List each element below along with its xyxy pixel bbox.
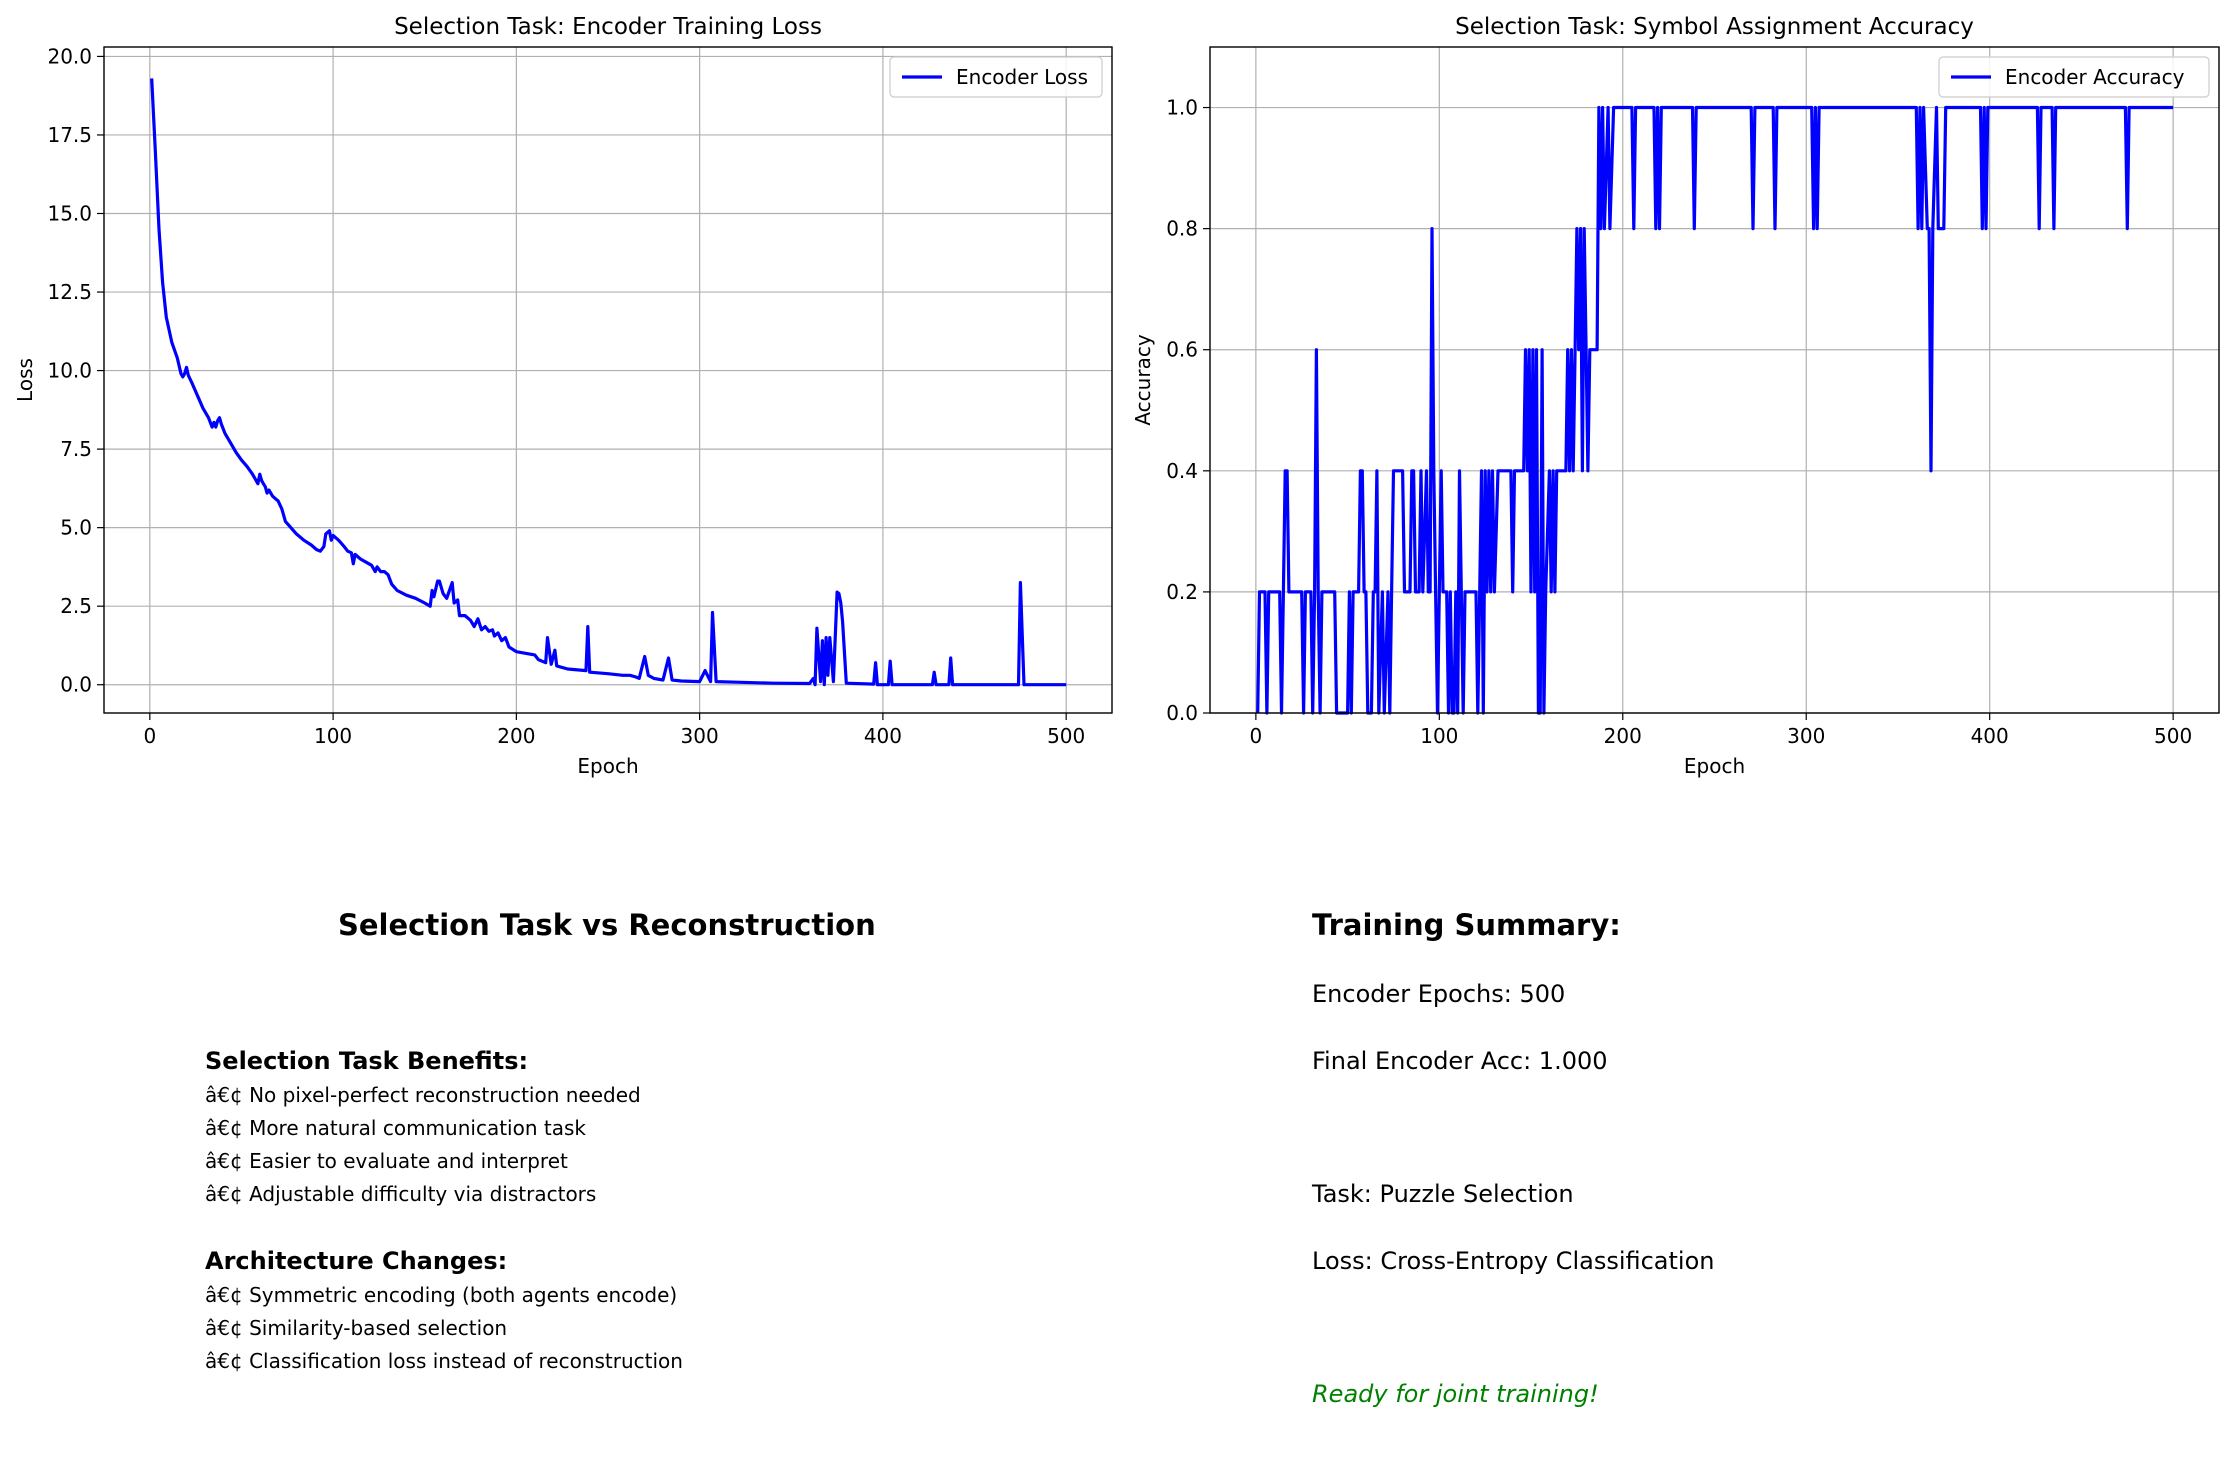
legend-entry: Encoder Loss [956,65,1088,89]
y-tick-label: 5.0 [60,516,92,540]
summary-task: Task: Puzzle Selection [1312,1180,1574,1208]
x-tick-label: 300 [1787,724,1825,748]
x-tick-label: 100 [1420,724,1458,748]
architecture-title: Architecture Changes: [205,1247,508,1275]
comparison-heading: Selection Task vs Reconstruction [338,908,876,942]
series-line [1256,105,2174,715]
y-tick-label: 0.0 [1166,701,1198,725]
chart-1: 0 100 200 300 400 500 0.0 2.5 5.0 7.5 10.0 12.5 15.0… [13,14,1113,778]
y-tick-label: 0.6 [1166,338,1198,362]
y-tick-label: 2.5 [60,594,92,618]
plot-frame [103,46,1113,714]
benefit-item: â€¢ Adjustable difficulty via distractor… [205,1182,597,1206]
x-tick-label: 200 [497,724,535,748]
legend: Encoder Accuracy [1938,56,2210,98]
y-axis-label: Loss [13,358,37,402]
legend: Encoder Loss [889,56,1103,98]
x-tick-label: 500 [1047,724,1085,748]
y-tick-label: 1.0 [1166,96,1198,120]
series-line [150,78,1067,687]
benefits-title: Selection Task Benefits: [205,1047,529,1075]
y-tick-label: 7.5 [60,437,92,461]
benefit-item: â€¢ More natural communication task [205,1116,586,1140]
y-tick-label: 20.0 [47,44,92,68]
architecture-item: â€¢ Symmetric encoding (both agents enco… [205,1283,678,1307]
x-tick-label: 300 [681,724,719,748]
legend-box [1938,56,2210,98]
benefit-item: â€¢ Easier to evaluate and interpret [205,1149,568,1173]
y-tick-label: 17.5 [47,123,92,147]
y-tick-label: 0.4 [1166,459,1198,483]
x-axis-label: Epoch [1684,754,1745,778]
x-tick-label: 0 [1249,724,1262,748]
x-tick-label: 400 [864,724,902,748]
summary-heading: Training Summary: [1312,908,1621,942]
y-tick-label: 15.0 [47,202,92,226]
chart-title: Selection Task: Symbol Assignment Accura… [1455,14,1974,40]
y-axis-label: Accuracy [1131,334,1155,425]
plot-frame [1209,46,2220,714]
x-tick-label: 0 [143,724,156,748]
y-tick-label: 10.0 [47,359,92,383]
benefit-item: â€¢ No pixel-perfect reconstruction need… [205,1083,641,1107]
y-tick-label: 0.0 [60,673,92,697]
chart-title: Selection Task: Encoder Training Loss [394,14,822,40]
legend-box [889,56,1103,98]
summary-loss: Loss: Cross-Entropy Classification [1312,1247,1715,1275]
y-tick-label: 12.5 [47,280,92,304]
chart-2: 0 100 200 300 400 500 0.0 0.2 0.4 0.6 0.8 1.0 Select… [1131,14,2220,778]
summary-status: Ready for joint training! [1312,1380,1599,1408]
x-tick-label: 500 [2154,724,2192,748]
architecture-item: â€¢ Classification loss instead of recon… [205,1349,683,1373]
y-tick-label: 0.8 [1166,217,1198,241]
summary-epochs: Encoder Epochs: 500 [1312,980,1566,1008]
y-tick-label: 0.2 [1166,580,1198,604]
x-tick-label: 200 [1604,724,1642,748]
x-tick-label: 100 [314,724,352,748]
legend-entry: Encoder Accuracy [2005,65,2185,89]
x-axis-label: Epoch [577,754,638,778]
x-tick-label: 400 [1971,724,2009,748]
architecture-item: â€¢ Similarity-based selection [205,1316,508,1340]
summary-final-accuracy: Final Encoder Acc: 1.000 [1312,1047,1608,1075]
